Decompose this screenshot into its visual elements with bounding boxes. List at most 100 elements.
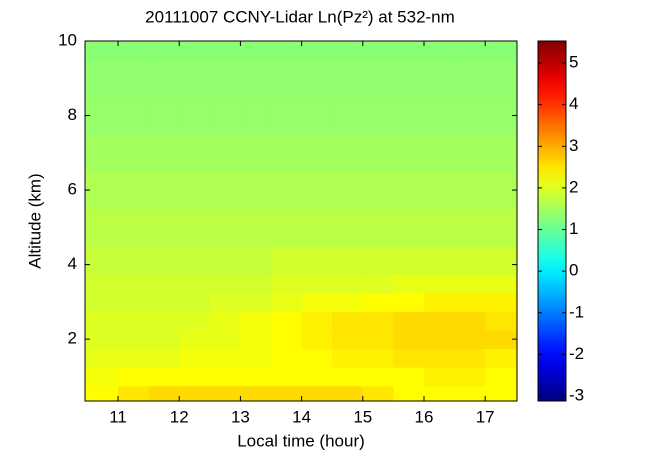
heat-cell — [393, 208, 425, 247]
heat-cell — [179, 59, 211, 98]
heat-cell — [485, 208, 517, 247]
heat-cell — [209, 245, 242, 275]
heat-cell — [118, 311, 150, 331]
heat-cell — [209, 329, 242, 350]
heat-cell — [271, 348, 303, 368]
heat-cell — [118, 245, 150, 275]
heat-cell — [148, 96, 180, 135]
heat-cell — [148, 385, 180, 401]
heat-cell — [148, 348, 180, 368]
colorbar-tick-label: 2 — [569, 177, 578, 196]
heat-cell — [85, 292, 119, 312]
heat-cell — [362, 171, 394, 210]
heat-cell — [454, 311, 486, 331]
heat-cell — [301, 245, 333, 275]
heat-cell — [118, 134, 150, 173]
colorbar-tick-label: -2 — [569, 344, 584, 363]
heat-cell — [301, 96, 333, 135]
heat-cell — [179, 329, 211, 350]
heat-cell — [179, 348, 211, 368]
heat-cell — [423, 171, 456, 210]
heat-cell — [332, 245, 364, 275]
heat-cell — [332, 134, 364, 173]
x-tick-label: 17 — [476, 407, 495, 426]
x-tick-label: 13 — [231, 407, 250, 426]
heat-cell — [209, 96, 242, 135]
heat-cell — [362, 41, 394, 61]
x-axis-label: Local time (hour) — [237, 431, 365, 450]
heat-cell — [393, 134, 425, 173]
heat-cell — [454, 385, 486, 401]
y-tick-label: 2 — [68, 329, 77, 348]
heat-cell — [454, 59, 486, 98]
heat-cell — [85, 385, 119, 401]
heat-cell — [209, 208, 242, 247]
heat-cell — [301, 41, 333, 61]
heat-cell — [240, 59, 272, 98]
heat-cell — [362, 292, 394, 312]
heat-cell — [454, 245, 486, 275]
heat-cell — [85, 59, 119, 98]
heat-cell — [179, 96, 211, 135]
heat-cell — [118, 348, 150, 368]
heat-cell — [271, 367, 303, 387]
heat-cell — [332, 59, 364, 98]
heat-cell — [485, 329, 517, 350]
heat-cell — [332, 208, 364, 247]
x-tick-label: 16 — [415, 407, 434, 426]
heat-cell — [393, 41, 425, 61]
heat-cell — [485, 367, 517, 387]
heat-cell — [423, 367, 456, 387]
heat-cell — [332, 292, 364, 312]
heat-cell — [118, 208, 150, 247]
heat-cell — [362, 311, 394, 331]
heat-cell — [271, 96, 303, 135]
heat-cell — [209, 59, 242, 98]
heat-cell — [362, 273, 394, 294]
heat-cell — [118, 59, 150, 98]
heat-cell — [118, 171, 150, 210]
heat-cell — [301, 171, 333, 210]
heatmap — [85, 41, 517, 401]
heat-cell — [362, 134, 394, 173]
heat-cell — [485, 311, 517, 331]
colorbar-tick-label: 5 — [569, 53, 578, 72]
heat-cell — [332, 171, 364, 210]
heat-cell — [209, 134, 242, 173]
heat-cell — [454, 348, 486, 368]
x-tick-label: 11 — [109, 407, 127, 426]
heat-cell — [485, 273, 517, 294]
x-tick-label: 12 — [170, 407, 189, 426]
heat-cell — [179, 311, 211, 331]
heat-cell — [209, 311, 242, 331]
heat-cell — [85, 171, 119, 210]
heat-cell — [240, 385, 272, 401]
heat-cell — [148, 329, 180, 350]
heat-cell — [85, 245, 119, 275]
heat-cell — [148, 245, 180, 275]
heat-cell — [454, 134, 486, 173]
y-tick-label: 4 — [68, 254, 77, 273]
heat-cell — [485, 41, 517, 61]
heat-cell — [118, 41, 150, 61]
heat-cell — [362, 329, 394, 350]
colorbar-tick-label: -1 — [569, 302, 584, 321]
heat-cell — [240, 208, 272, 247]
heat-cell — [240, 273, 272, 294]
heat-cell — [301, 348, 333, 368]
heat-cell — [332, 96, 364, 135]
heat-cell — [209, 367, 242, 387]
heat-cell — [362, 367, 394, 387]
heat-cell — [85, 96, 119, 135]
heat-cell — [85, 367, 119, 387]
heat-cell — [209, 292, 242, 312]
heat-cell — [485, 385, 517, 401]
heat-cell — [179, 367, 211, 387]
heat-cell — [179, 134, 211, 173]
heat-cell — [301, 385, 333, 401]
colorbar-tick-label: 0 — [569, 261, 578, 280]
heat-cell — [271, 245, 303, 275]
heat-cell — [454, 292, 486, 312]
heat-cell — [393, 329, 425, 350]
heat-cell — [179, 41, 211, 61]
